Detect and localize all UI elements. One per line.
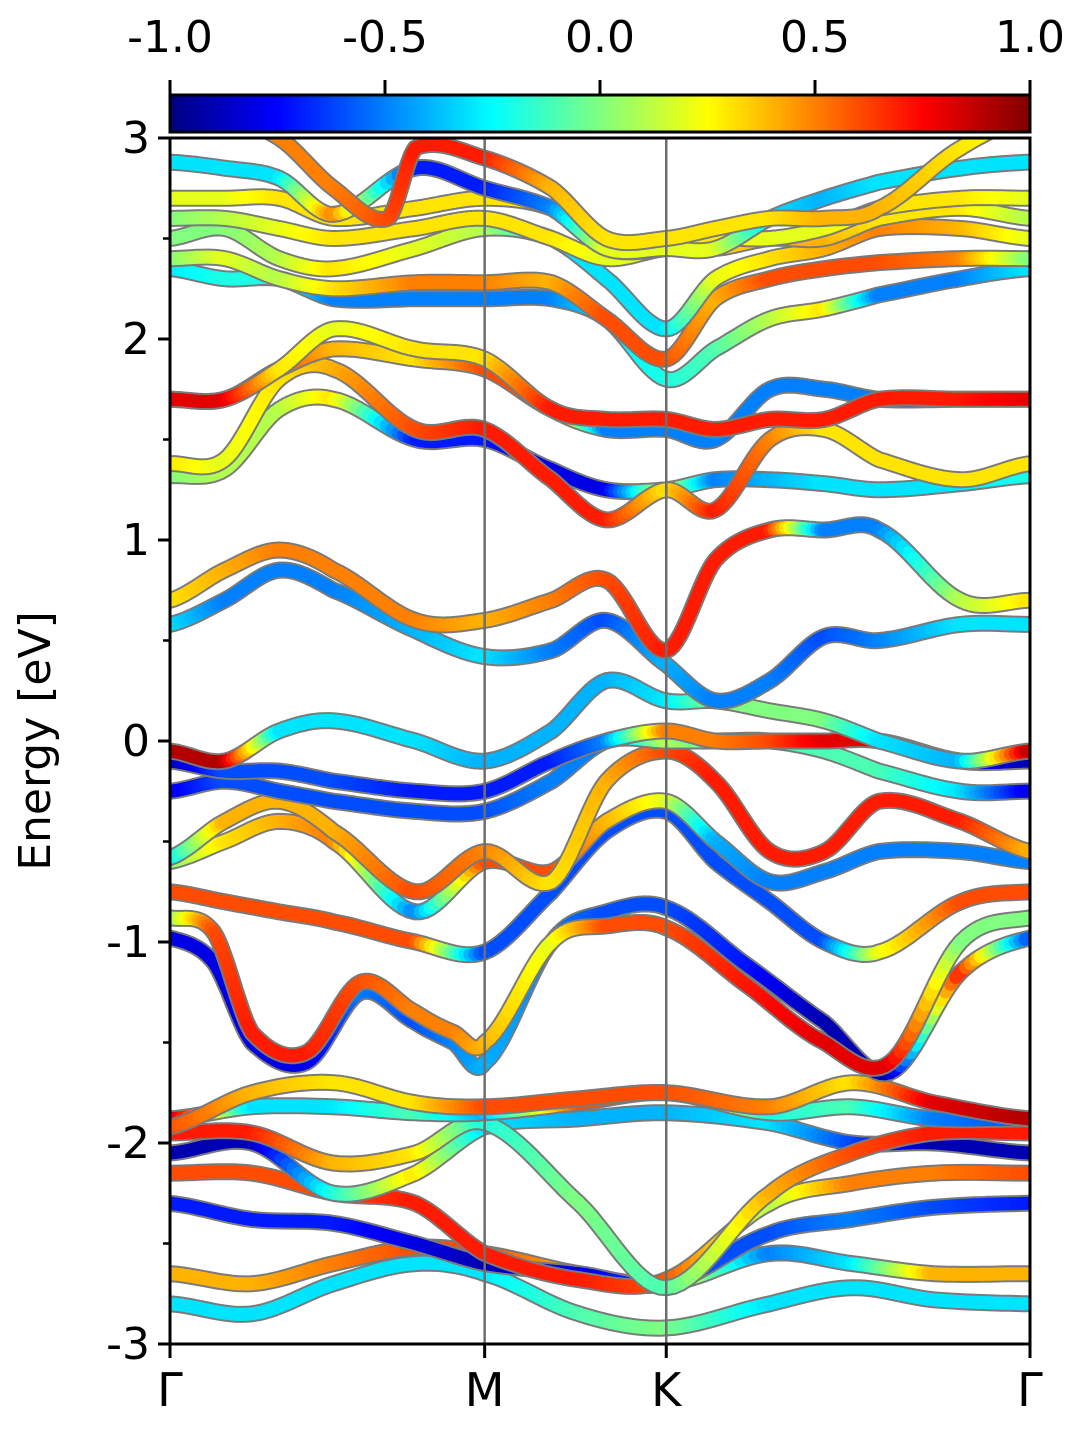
- colorbar-gradient: [168, 93, 1032, 134]
- colorbar-tick-label: 0.0: [565, 12, 635, 63]
- colorbar-tick-label: 1.0: [995, 12, 1065, 63]
- band-15: [170, 671, 1030, 771]
- band-17: [170, 516, 1030, 659]
- band-23: [170, 248, 1030, 368]
- band-11: [170, 792, 1030, 921]
- colorbar-tick-label: -0.5: [342, 12, 428, 63]
- band-27: [170, 153, 1030, 260]
- colorbar: -1.0 -0.5 0.0 0.5 1.0: [127, 12, 1065, 134]
- colorbar-ticks: -1.0 -0.5 0.0 0.5 1.0: [127, 12, 1065, 95]
- band-21: [170, 320, 1030, 438]
- band-7: [170, 1073, 1030, 1136]
- band-lines: [170, 138, 1030, 1337]
- band-12: [170, 742, 1030, 901]
- band-0: [170, 1254, 1030, 1337]
- band-9: [170, 909, 1030, 1077]
- band-5: [170, 1113, 1030, 1297]
- band-16: [170, 561, 1030, 710]
- colorbar-tick-label: 0.5: [780, 12, 850, 63]
- colorbar-tick-label: -1.0: [127, 12, 213, 63]
- band-19: [170, 356, 1030, 529]
